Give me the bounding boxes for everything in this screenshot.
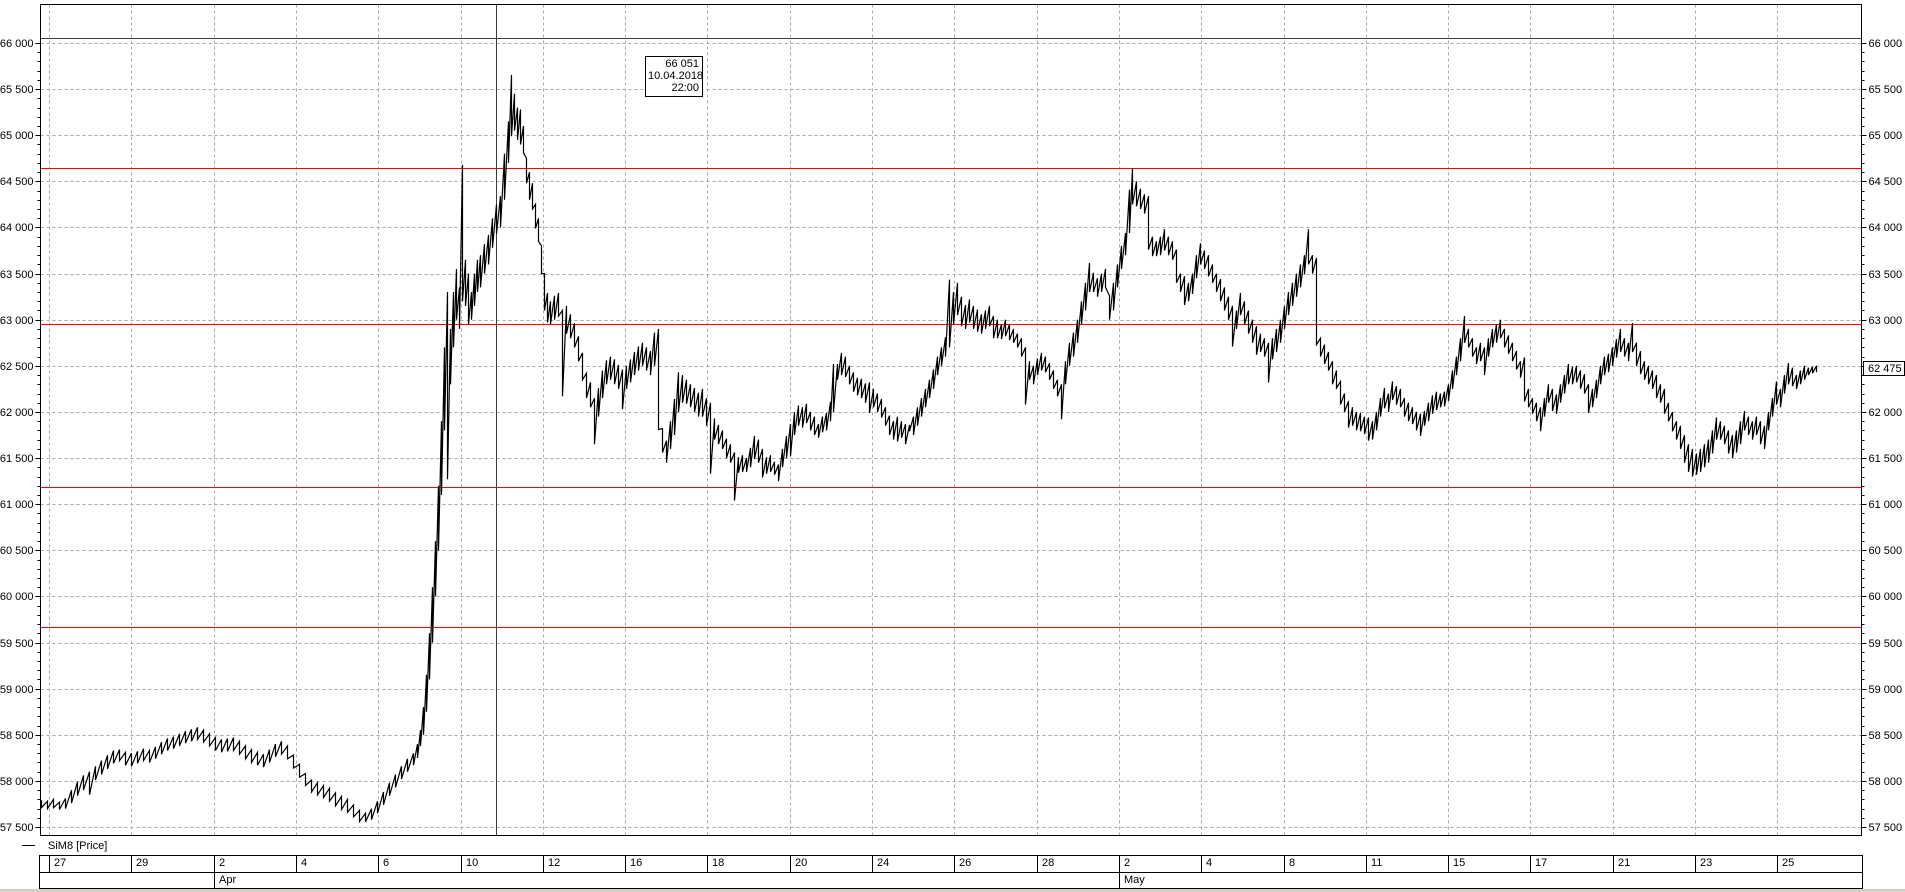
y-axis-right-labels[interactable]: 66 000 65 500 65 000 64 500 64 000 63 500 63 0… bbox=[1869, 38, 1903, 834]
svg-text:66 000: 66 000 bbox=[0, 38, 34, 50]
tooltip-price: 66 051 bbox=[665, 58, 699, 70]
y-axis-major-ticks bbox=[35, 43, 1867, 828]
y-axis-left-labels[interactable]: 66 000 65 500 65 000 64 500 64 000 63 500 63 0… bbox=[0, 38, 34, 834]
svg-text:63 000: 63 000 bbox=[1869, 315, 1903, 327]
tooltip-time: 22:00 bbox=[671, 82, 699, 94]
svg-text:65 500: 65 500 bbox=[1869, 84, 1903, 96]
svg-text:61 000: 61 000 bbox=[1869, 499, 1903, 511]
svg-text:65 000: 65 000 bbox=[0, 130, 34, 142]
svg-text:66 000: 66 000 bbox=[1869, 38, 1903, 50]
time-axis-day-cell: 16 bbox=[625, 856, 707, 872]
time-axis-day-cell: 21 bbox=[1613, 856, 1695, 872]
svg-text:64 500: 64 500 bbox=[0, 176, 34, 188]
time-axis-month-cell-empty bbox=[40, 873, 214, 888]
svg-text:65 500: 65 500 bbox=[0, 84, 34, 96]
time-axis-day-cell: 6 bbox=[378, 856, 461, 872]
svg-text:58 000: 58 000 bbox=[1869, 776, 1903, 788]
time-axis[interactable]: 27 29 2 4 6 10 12 16 18 20 24 26 28 2 4 8 11 15 17 21 23 25 Ap… bbox=[39, 855, 1863, 889]
time-axis-day-cell: 8 bbox=[1284, 856, 1366, 872]
time-axis-day-cell: 10 bbox=[461, 856, 543, 872]
time-axis-day-cell: 12 bbox=[543, 856, 625, 872]
time-axis-day-cell: 29 bbox=[131, 856, 214, 872]
svg-text:58 500: 58 500 bbox=[1869, 730, 1903, 742]
time-axis-day-cell: 27 bbox=[49, 856, 131, 872]
svg-text:64 500: 64 500 bbox=[1869, 176, 1903, 188]
y-axis-minor-ticks bbox=[37, 52, 1865, 819]
time-axis-day-cell: 11 bbox=[1366, 856, 1448, 872]
time-axis-day-cell: 4 bbox=[1201, 856, 1284, 872]
svg-text:63 500: 63 500 bbox=[0, 269, 34, 281]
svg-text:58 000: 58 000 bbox=[0, 776, 34, 788]
time-axis-day-cell: 28 bbox=[1037, 856, 1119, 872]
crosshair-tooltip: 66 051 10.04.2018 22:00 bbox=[645, 56, 703, 97]
time-axis-month-cell: Apr bbox=[214, 873, 1119, 888]
chart-legend: SiM8 [Price] bbox=[22, 839, 107, 852]
crosshair-lines bbox=[40, 4, 1862, 836]
price-series-line bbox=[40, 74, 1818, 824]
gridlines bbox=[40, 4, 1862, 836]
window-bottom-edge bbox=[0, 889, 1905, 892]
time-axis-month-cell: May bbox=[1119, 873, 1861, 888]
svg-text:61 500: 61 500 bbox=[0, 453, 34, 465]
svg-text:60 000: 60 000 bbox=[1869, 591, 1903, 603]
svg-text:58 500: 58 500 bbox=[0, 730, 34, 742]
time-axis-day-cell: 20 bbox=[790, 856, 872, 872]
svg-text:63 000: 63 000 bbox=[0, 315, 34, 327]
svg-text:57 500: 57 500 bbox=[1869, 822, 1903, 834]
svg-text:59 000: 59 000 bbox=[1869, 684, 1903, 696]
svg-text:62 000: 62 000 bbox=[1869, 407, 1903, 419]
svg-text:59 500: 59 500 bbox=[0, 638, 34, 650]
time-axis-day-cell: 25 bbox=[1777, 856, 1860, 872]
time-axis-day-cell: 23 bbox=[1695, 856, 1777, 872]
svg-text:57 500: 57 500 bbox=[0, 822, 34, 834]
time-axis-day-cell: 26 bbox=[954, 856, 1037, 872]
time-axis-day-cell: 17 bbox=[1530, 856, 1613, 872]
svg-text:62 500: 62 500 bbox=[0, 361, 34, 373]
tooltip-date: 10.04.2018 bbox=[648, 70, 704, 82]
time-axis-day-cell: 24 bbox=[872, 856, 954, 872]
svg-text:64 000: 64 000 bbox=[0, 222, 34, 234]
time-axis-day-cell: 18 bbox=[707, 856, 790, 872]
svg-text:60 000: 60 000 bbox=[0, 591, 34, 603]
time-axis-day-cell: 2 bbox=[214, 856, 296, 872]
svg-text:63 500: 63 500 bbox=[1869, 269, 1903, 281]
svg-text:59 500: 59 500 bbox=[1869, 638, 1903, 650]
svg-text:59 000: 59 000 bbox=[0, 684, 34, 696]
svg-text:64 000: 64 000 bbox=[1869, 222, 1903, 234]
time-axis-day-cell: 4 bbox=[296, 856, 378, 872]
time-axis-divider bbox=[40, 872, 1862, 873]
svg-text:65 000: 65 000 bbox=[1869, 130, 1903, 142]
svg-text:60 500: 60 500 bbox=[1869, 545, 1903, 557]
last-price-marker: 62 475 bbox=[1863, 361, 1905, 376]
time-axis-day-cell: 2 bbox=[1119, 856, 1201, 872]
svg-text:61 000: 61 000 bbox=[0, 499, 34, 511]
svg-text:62 000: 62 000 bbox=[0, 407, 34, 419]
time-axis-day-cell: 15 bbox=[1448, 856, 1530, 872]
svg-text:61 500: 61 500 bbox=[1869, 453, 1903, 465]
svg-text:60 500: 60 500 bbox=[0, 545, 34, 557]
series-label: SiM8 [Price] bbox=[48, 839, 108, 852]
series-line-sample-icon bbox=[22, 845, 35, 846]
plot-frame bbox=[40, 4, 1862, 836]
